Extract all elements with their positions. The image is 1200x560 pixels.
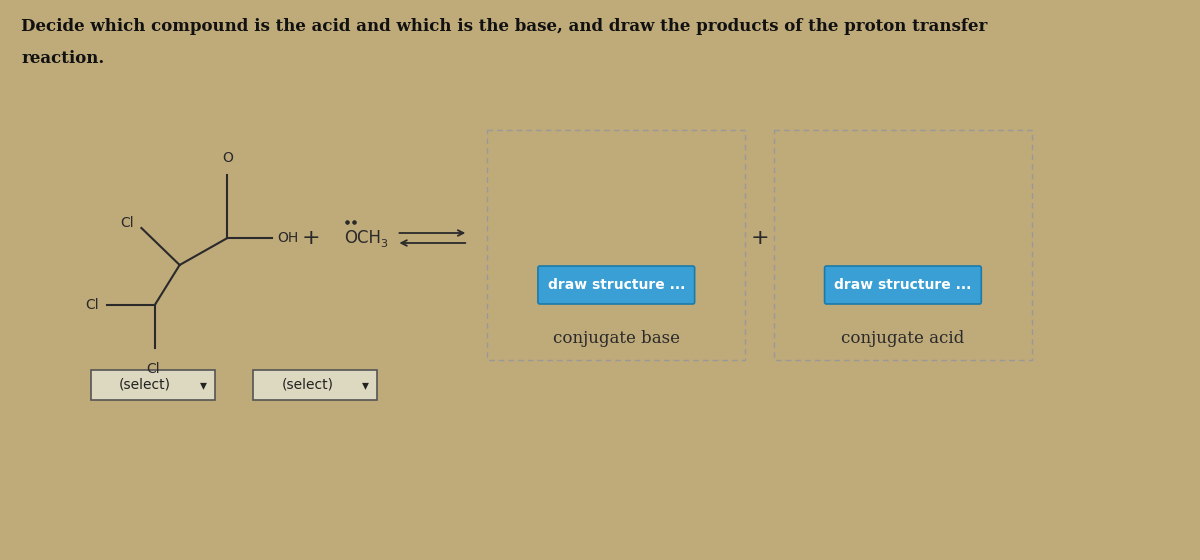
Text: (select): (select) [119,378,172,392]
Text: 3: 3 [380,239,388,249]
Text: reaction.: reaction. [22,50,104,67]
Text: Cl: Cl [85,298,100,312]
FancyBboxPatch shape [824,266,982,304]
Text: conjugate base: conjugate base [553,329,679,347]
Text: draw structure ...: draw structure ... [834,278,972,292]
Bar [487,130,745,360]
Text: O: O [222,151,233,165]
Text: Cl: Cl [146,362,160,376]
Text: ▾: ▾ [200,378,208,392]
Text: Decide which compound is the acid and which is the base, and draw the products o: Decide which compound is the acid and wh… [22,18,988,35]
Text: ▾: ▾ [362,378,370,392]
Text: draw structure ...: draw structure ... [547,278,685,292]
Text: OCH: OCH [344,229,380,247]
Text: +: + [301,228,320,248]
Text: +: + [750,228,769,248]
Bar [253,370,378,400]
Text: conjugate acid: conjugate acid [841,329,965,347]
Bar [774,130,1032,360]
Text: OH: OH [277,231,299,245]
Text: Cl: Cl [120,216,133,230]
FancyBboxPatch shape [538,266,695,304]
Text: (select): (select) [282,378,334,392]
Bar [91,370,215,400]
